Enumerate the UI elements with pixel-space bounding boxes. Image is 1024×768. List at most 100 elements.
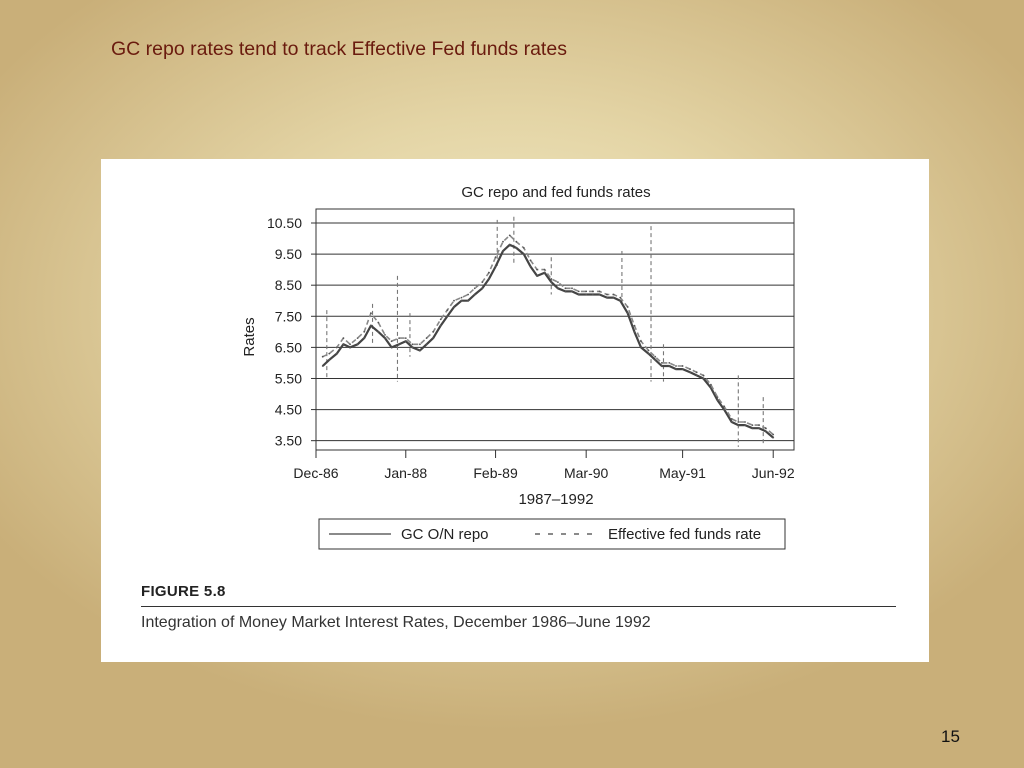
data-point <box>390 346 393 349</box>
data-point <box>453 306 455 308</box>
data-point <box>349 343 351 346</box>
data-point <box>668 365 671 367</box>
data-point <box>564 290 567 293</box>
data-point <box>764 427 767 430</box>
data-point <box>419 343 421 346</box>
slide-title: GC repo rates tend to track Effective Fe… <box>111 38 567 60</box>
data-point <box>591 293 594 296</box>
data-point <box>737 424 740 426</box>
data-point <box>321 355 324 358</box>
data-point <box>390 340 393 343</box>
figure-caption: Integration of Money Market Interest Rat… <box>141 614 651 631</box>
data-point <box>460 296 463 299</box>
data-point <box>404 340 407 343</box>
data-point <box>598 293 601 296</box>
data-point <box>522 247 525 249</box>
data-point <box>626 306 629 308</box>
data-point <box>730 421 733 423</box>
data-point <box>494 265 497 268</box>
data-point <box>398 337 400 339</box>
data-point <box>363 337 366 339</box>
data-point <box>758 427 760 430</box>
data-point <box>439 318 442 321</box>
data-point <box>585 293 588 296</box>
data-point <box>370 312 372 315</box>
data-point <box>481 287 484 290</box>
data-point <box>543 268 546 271</box>
data-point <box>328 358 331 361</box>
y-tick-label: 3.50 <box>275 433 302 449</box>
data-point <box>744 424 746 426</box>
data-point <box>384 337 386 339</box>
data-point <box>689 371 691 374</box>
data-point <box>321 365 324 367</box>
data-point <box>675 365 677 367</box>
data-point <box>425 343 428 346</box>
data-point <box>681 365 684 367</box>
data-point <box>606 296 608 299</box>
y-axis-ticks: 10.50 9.50 8.50 7.50 6.50 5.50 4.50 3.50 <box>267 215 316 449</box>
data-point <box>419 349 421 352</box>
x-tick-label: Dec-86 <box>293 465 338 481</box>
data-point <box>529 259 532 262</box>
data-point <box>564 287 567 290</box>
figure-divider <box>141 606 896 607</box>
data-point <box>404 337 407 339</box>
data-point <box>591 290 594 293</box>
data-point <box>522 253 525 255</box>
data-point <box>758 424 760 426</box>
data-point <box>446 309 449 311</box>
data-point <box>654 355 657 358</box>
data-point <box>647 352 650 355</box>
data-point <box>633 324 636 327</box>
chart-title: GC repo and fed funds rates <box>461 184 650 201</box>
data-point <box>606 293 608 296</box>
data-point <box>626 312 629 315</box>
data-point <box>349 346 351 349</box>
data-point <box>536 275 538 277</box>
data-point <box>689 368 691 370</box>
data-point <box>488 271 490 274</box>
data-point <box>502 250 504 252</box>
data-point <box>619 299 622 302</box>
data-point <box>695 374 698 377</box>
series-lines <box>321 234 775 439</box>
data-point <box>598 290 601 293</box>
figure-panel: GC repo and fed funds rates 10.50 9.50 8.5… <box>101 159 929 662</box>
data-point <box>585 290 588 293</box>
volatility-spikes <box>326 216 764 447</box>
data-point <box>744 421 746 423</box>
data-point <box>377 321 380 324</box>
data-point <box>702 377 705 380</box>
data-point <box>730 418 733 420</box>
data-point <box>654 358 657 361</box>
data-point <box>328 352 331 355</box>
data-point <box>356 343 359 346</box>
x-axis-ticks: Dec-86 Jan-88 Feb-89 Mar-90 May-91 Jun-92 <box>293 450 795 481</box>
series-line-repo <box>321 243 774 439</box>
data-point <box>502 240 504 243</box>
page-number: 15 <box>941 727 960 746</box>
data-point <box>577 293 580 296</box>
data-point <box>612 293 615 296</box>
data-point <box>716 396 719 398</box>
data-point <box>411 343 414 346</box>
data-point <box>467 293 469 296</box>
data-point <box>342 343 345 346</box>
data-point <box>557 287 559 290</box>
data-point <box>695 371 698 374</box>
data-point <box>384 334 386 336</box>
data-point <box>536 268 538 271</box>
data-point <box>647 349 650 352</box>
y-tick-label: 10.50 <box>267 215 302 231</box>
data-point <box>660 365 663 367</box>
data-point <box>508 234 511 237</box>
x-tick-label: Jan-88 <box>384 465 427 481</box>
data-point <box>363 330 366 333</box>
chart: GC repo and fed funds rates 10.50 9.50 8.5… <box>241 184 795 550</box>
y-tick-label: 8.50 <box>275 277 302 293</box>
data-point <box>571 290 573 293</box>
data-point <box>640 346 642 349</box>
data-point <box>681 368 684 370</box>
data-point <box>473 293 476 296</box>
